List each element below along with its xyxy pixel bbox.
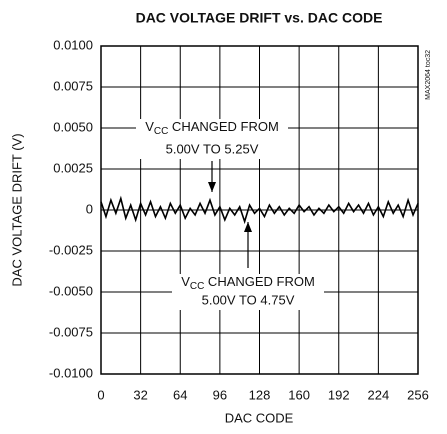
x-tick-label: 192 [328,387,350,402]
y-tick-label: 0.0075 [53,78,93,93]
plot-frame [100,45,419,375]
y-tick-label: 0 [86,201,93,216]
x-tick-label: 160 [288,387,310,402]
annotation-text: VCC CHANGED FROM [145,119,279,136]
x-tick-label: 256 [407,387,429,402]
annotation-text: V [181,274,190,289]
annotation-arrowhead [208,182,216,192]
annotation-text: CHANGED FROM [204,274,315,289]
annotation-subscript: CC [154,126,168,137]
annotation-text: V [145,119,154,134]
annotation-arrowhead [244,222,252,232]
x-tick-label: 96 [213,387,227,402]
annotation-text: CHANGED FROM [168,119,279,134]
annotation-background [136,119,288,159]
annotation-text: 5.00V TO 5.25V [166,141,259,156]
figure-note: MAX2064 toc32 [425,50,432,100]
y-tick-label: -0.0100 [49,365,93,380]
y-tick-label: -0.0050 [49,283,93,298]
chart-title: DAC VOLTAGE DRIFT vs. DAC CODE [136,10,383,26]
x-tick-label: 128 [249,387,271,402]
annotation-subscript: CC [190,281,204,292]
data-line [100,195,419,225]
x-tick-label: 32 [133,387,147,402]
x-axis-label: DAC CODE [225,410,294,425]
x-tick-label: 224 [368,387,390,402]
x-tick-label: 0 [97,387,104,402]
annotation-background [172,274,324,310]
y-tick-label: -0.0025 [49,242,93,257]
y-tick-label: -0.0075 [49,324,93,339]
y-tick-label: 0.0025 [53,160,93,175]
y-tick-label: 0.0100 [53,37,93,52]
x-tick-label: 64 [173,387,187,402]
annotation-text: VCC CHANGED FROM [181,274,315,291]
annotation-text: 5.00V TO 4.75V [202,292,295,307]
y-tick-label: 0.0050 [53,119,93,134]
y-axis-label: DAC VOLTAGE DRIFT (V) [9,133,24,286]
